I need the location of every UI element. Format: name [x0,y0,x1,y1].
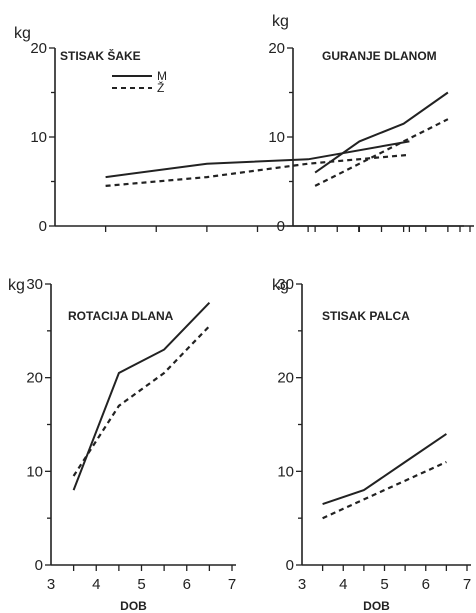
x-tick-label: 5 [380,576,388,593]
series-line-z [72,325,211,477]
y-tick-label: 30 [26,276,43,293]
panel-1: kg 0 10 20 STISAK ŠAKE MŽ [14,25,464,235]
panel-4: kg 0 10 20 30 3 4 5 6 7 DOB STISAK PALCA [272,276,471,613]
series-line-m [72,302,211,491]
y-tick-label: 20 [30,40,47,57]
x-axis-label: DOB [363,599,390,613]
legend: MŽ [112,69,167,95]
series-line-m [105,140,410,179]
y-tick-label: 10 [30,129,47,146]
x-tick-label: 6 [183,576,191,593]
panel-title: STISAK PALCA [322,309,410,323]
x-tick-label: 4 [339,576,347,593]
series-line-z [322,460,447,520]
y-unit-label: kg [272,277,289,294]
y-tick-label: 0 [286,557,294,574]
y-tick-label: 10 [268,129,285,146]
x-tick-label: 3 [47,576,55,593]
y-tick-label: 20 [26,370,43,387]
panel-title: GURANJE DLANOM [322,49,437,63]
series-line-m [314,91,449,174]
y-tick-label: 20 [268,40,285,57]
series-line-m [322,433,447,506]
panel-3: kg 0 10 20 30 3 4 5 6 7 DOB ROTACIJA DLANA [8,276,236,613]
x-axis-label: DOB [120,599,147,613]
y-tick-label: 30 [277,276,294,293]
x-tick-label: 7 [228,576,236,593]
legend-label: Ž [157,80,164,95]
y-tick-label: 0 [39,218,47,235]
y-unit-label: kg [272,13,289,30]
x-tick-label: 5 [137,576,145,593]
y-tick-label: 10 [277,463,294,480]
series-line-z [314,118,449,187]
y-tick-label: 10 [26,463,43,480]
y-tick-label: 0 [277,218,285,235]
x-tick-label: 7 [463,576,471,593]
legend-label: M [157,69,167,83]
panel-title: STISAK ŠAKE [60,48,141,63]
x-tick-label: 4 [92,576,100,593]
panel-2: kg 0 10 20 GURANJE DLANOM [268,13,474,235]
x-tick-label: 6 [422,576,430,593]
y-tick-label: 0 [35,557,43,574]
series-line-z [105,153,410,187]
y-unit-label: kg [14,25,31,42]
panel-title: ROTACIJA DLANA [68,309,174,323]
x-tick-label: 3 [298,576,306,593]
y-unit-label: kg [8,277,25,294]
y-tick-label: 20 [277,370,294,387]
